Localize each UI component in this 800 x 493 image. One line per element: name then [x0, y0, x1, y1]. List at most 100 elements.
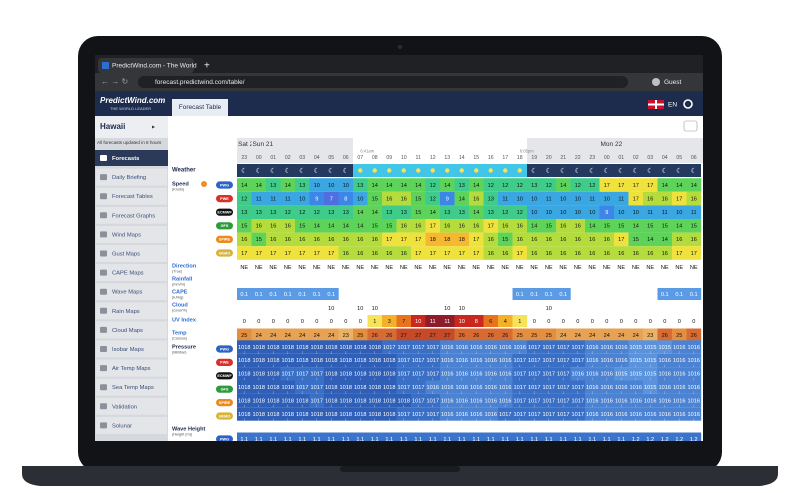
cell-bg [396, 178, 412, 192]
nav-buttons[interactable]: ← → ↻ [101, 77, 128, 86]
cell-bg [367, 340, 383, 354]
model-badge [216, 235, 233, 243]
cell-value: 14 [459, 196, 465, 202]
arrow-icon: ↓ [287, 390, 289, 395]
cell-bg [643, 367, 658, 381]
cell-bg [411, 340, 426, 354]
cell-bg [527, 232, 542, 247]
cell-value: 0 [243, 319, 246, 325]
arrow-icon: ↓ [287, 416, 289, 421]
cell-bg [541, 380, 557, 394]
cell-value: 0 [547, 319, 550, 325]
cell-bg [498, 393, 513, 408]
cell-bg [672, 353, 687, 368]
settings-icon[interactable] [683, 99, 693, 109]
cell-bg [411, 328, 426, 342]
url-field[interactable] [138, 76, 628, 88]
cell-value: 1.1 [516, 437, 524, 443]
cell-bg [367, 380, 383, 394]
sidebar-item[interactable] [96, 321, 167, 339]
info-badge[interactable] [201, 181, 207, 187]
cell-bg [556, 432, 571, 441]
arrow-icon: ↓ [243, 363, 245, 368]
arrow-icon: ↓ [519, 403, 521, 408]
cell-bg [672, 191, 687, 206]
daylight-col [353, 138, 368, 163]
cell-value: 13 [459, 183, 465, 189]
sidebar-item[interactable] [96, 187, 167, 205]
cell-bg [309, 178, 325, 192]
cell-value: 1017 [572, 345, 584, 351]
model-name: PWG [220, 437, 229, 441]
cell-value: NE [472, 265, 480, 271]
cell-value: 16 [372, 251, 378, 257]
sidebar-item[interactable] [96, 264, 167, 282]
cell-value: 1018 [267, 358, 279, 364]
sidebar-item[interactable] [96, 225, 167, 243]
cell-value: 0 [344, 319, 347, 325]
location-box[interactable] [95, 116, 168, 138]
sidebar-icon [100, 288, 107, 295]
sidebar-icon [100, 193, 107, 200]
cell-value: 1016 [427, 385, 439, 391]
cell-bg [454, 353, 470, 368]
cell-value: 26 [488, 333, 494, 339]
cell-value: 16 [401, 196, 407, 202]
cell-bg [672, 288, 687, 300]
sidebar-item[interactable] [96, 359, 167, 377]
profile-icon[interactable] [652, 78, 660, 86]
browser-tab[interactable] [98, 58, 194, 73]
arrow-icon: ↓ [620, 403, 622, 408]
cell-value: 1.2 [690, 437, 698, 443]
arrow-icon: ↓ [591, 363, 593, 368]
cell-bg [469, 432, 484, 441]
cell-bg [541, 246, 557, 260]
language: EN [668, 102, 677, 109]
favicon [102, 62, 109, 69]
cell-bg [280, 205, 296, 219]
cell-bg [570, 432, 586, 441]
cell-value: 1.1 [284, 437, 292, 443]
cell-value: 1018 [311, 345, 323, 351]
cell-value: 0 [663, 319, 666, 325]
cell-value: 1 [518, 319, 521, 325]
sidebar-item[interactable] [96, 397, 167, 415]
hour-label: 04 [314, 155, 320, 161]
menu-button[interactable] [683, 120, 698, 132]
new-tab[interactable]: + [204, 61, 210, 72]
cell-bg [396, 340, 412, 354]
daylight-col [469, 138, 484, 163]
forecast-table-tab[interactable] [172, 99, 228, 116]
cell-bg [425, 407, 441, 421]
sidebar-item-active[interactable] [95, 150, 168, 166]
arrow-icon: ↓ [316, 363, 318, 368]
cell-bg [338, 205, 354, 219]
sidebar-item[interactable] [96, 245, 167, 262]
cell-value: 16 [386, 196, 392, 202]
row-unit: (Celsius) [172, 337, 188, 341]
weather-cell [280, 164, 295, 177]
sidebar-item[interactable] [96, 378, 167, 396]
cell-value: 1018 [267, 385, 279, 391]
cell-value: 1017 [528, 358, 540, 364]
cell-bg [657, 205, 673, 219]
cell-value: 1017 [398, 372, 410, 378]
cell-value: 10 [328, 306, 334, 312]
arrow-icon: ↓ [388, 403, 390, 408]
cell-bg [498, 315, 513, 327]
cell-value: 1.1 [327, 437, 335, 443]
sidebar-item[interactable] [96, 340, 167, 358]
cell-bg [614, 432, 629, 441]
cell-bg [672, 407, 687, 421]
sidebar-item[interactable] [96, 168, 167, 186]
cell-bg [628, 393, 644, 408]
cell-value: 1017 [557, 398, 569, 404]
sidebar-item[interactable] [96, 206, 167, 224]
sidebar-item[interactable] [96, 283, 167, 301]
sidebar-item[interactable] [96, 416, 167, 434]
cell-value: NE [269, 265, 277, 271]
moon-icon: ☾ [299, 167, 305, 175]
sidebar-item[interactable] [96, 302, 167, 320]
cell-bg [396, 246, 412, 260]
arrow-icon: ↓ [374, 376, 376, 381]
